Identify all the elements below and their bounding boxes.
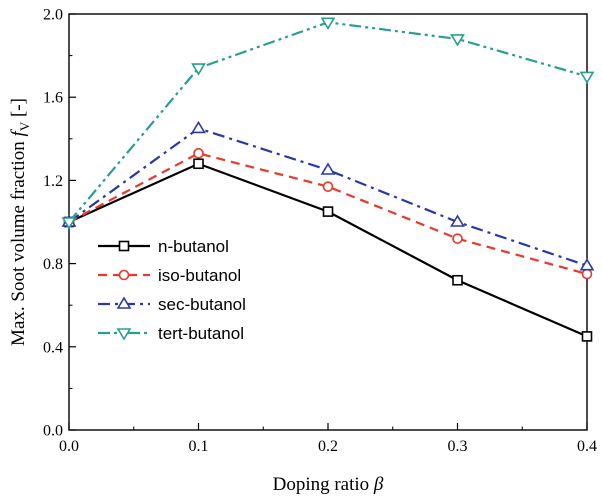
axis-ticks: 0.0 0.1 0.2 0.3 0.4 0.0 0.4 0.8 1.2 1.6 2.0 [43, 7, 597, 456]
data-point [322, 181, 334, 192]
data-point [193, 158, 204, 170]
data-point [450, 34, 465, 47]
y-axis-title: Max. Soot volume fraction fV [-] [8, 98, 32, 346]
x-tick-label: 0.4 [577, 438, 597, 455]
legend-marker [118, 240, 130, 252]
data-point [320, 162, 336, 175]
legend-item: tert-butanol [98, 324, 244, 343]
data-point [191, 120, 206, 134]
legend-label: iso-butanol [158, 266, 241, 285]
data-point [191, 63, 206, 76]
data-point [61, 217, 77, 230]
series-sec-butanol [61, 120, 595, 271]
data-point [320, 17, 336, 30]
data-point [322, 206, 334, 217]
y-tick-label: 1.6 [43, 90, 63, 107]
y-tick-label: 0.0 [43, 423, 63, 440]
legend: n-butanol iso-butanol sec-butanol tert-buta… [98, 237, 246, 343]
data-point [193, 148, 204, 159]
legend-marker [118, 269, 130, 281]
legend-item: iso-butanol [98, 266, 241, 285]
legend-item: sec-butanol [98, 295, 246, 314]
series-layer [61, 17, 595, 342]
data-point [452, 233, 463, 244]
y-tick-label: 1.2 [43, 173, 63, 190]
y-tick-label: 0.8 [43, 256, 63, 273]
x-tick-label: 0.2 [318, 438, 338, 455]
x-tick-label: 0.1 [189, 438, 209, 455]
legend-label: tert-butanol [158, 324, 244, 343]
legend-item: n-butanol [98, 237, 229, 256]
series-tert-butanol [61, 17, 595, 230]
series-line [68, 127, 588, 267]
data-point [581, 331, 593, 342]
legend-marker [116, 296, 132, 309]
series-line [68, 21, 588, 223]
y-tick-label: 0.4 [43, 339, 63, 356]
data-point [581, 268, 593, 280]
x-axis-title: Doping ratio β [273, 474, 384, 495]
legend-marker [116, 328, 132, 341]
data-point [579, 258, 595, 271]
legend-label: n-butanol [158, 237, 229, 256]
data-point [450, 214, 465, 227]
data-point [579, 71, 595, 84]
y-tick-label: 2.0 [43, 7, 63, 24]
x-tick-label: 0.0 [59, 438, 79, 455]
plot-frame [68, 13, 588, 431]
series-line [68, 152, 588, 276]
x-tick-label: 0.3 [448, 438, 468, 455]
legend-label: sec-butanol [158, 295, 246, 314]
data-point [452, 274, 463, 286]
